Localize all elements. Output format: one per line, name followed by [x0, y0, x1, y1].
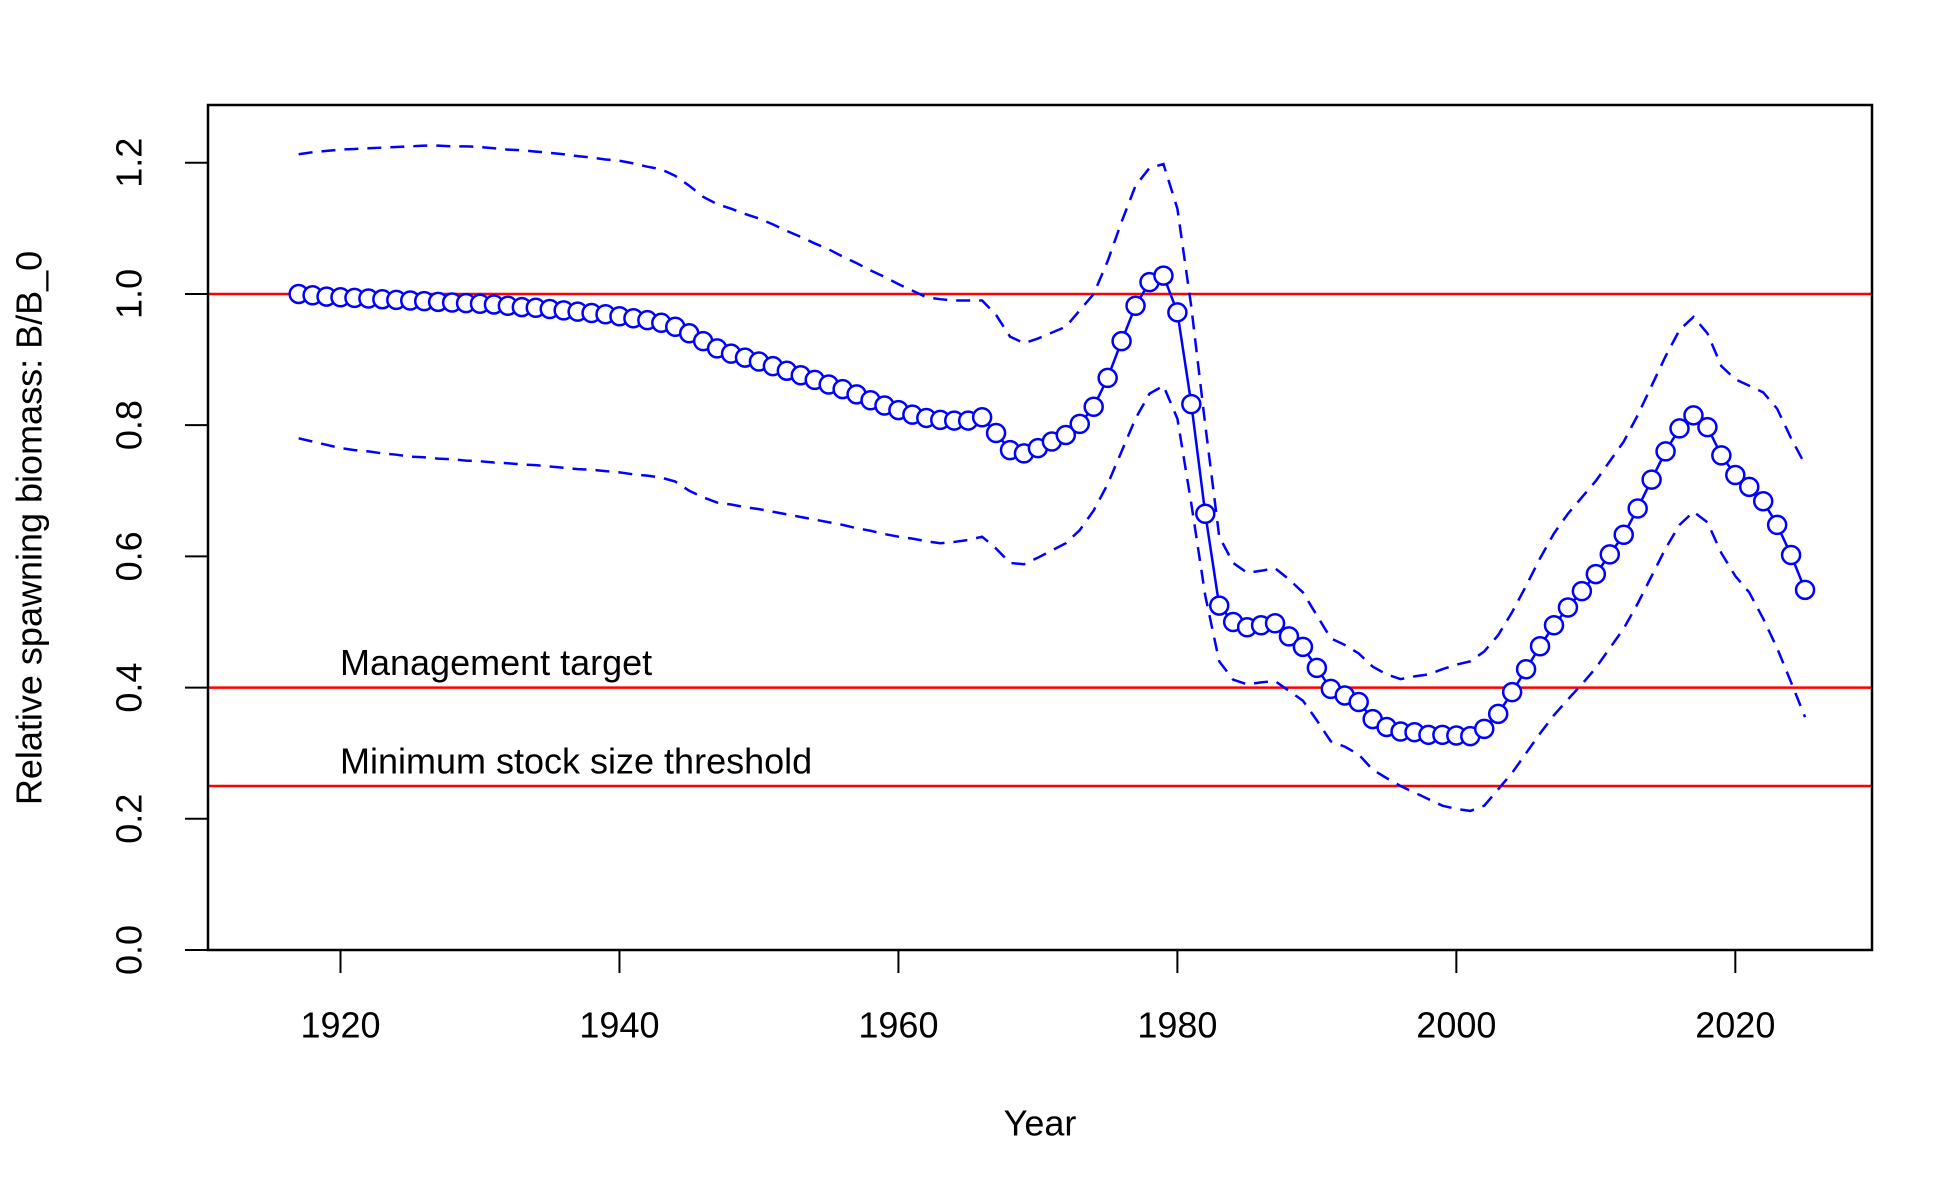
series-line: [298, 144, 1807, 681]
point: [1585, 563, 1607, 585]
point: [985, 422, 1007, 444]
point: [1627, 498, 1648, 519]
point: [1683, 405, 1704, 426]
x-tick-label: 2000: [1416, 1005, 1496, 1046]
point: [971, 407, 993, 428]
point: [1195, 503, 1216, 524]
point: [1348, 691, 1369, 713]
y-tick-label: 0.8: [109, 400, 150, 450]
x-tick-label: 1960: [858, 1005, 938, 1046]
point: [1167, 302, 1188, 323]
point: [1181, 393, 1202, 415]
point: [1725, 464, 1746, 486]
point: [1529, 635, 1551, 657]
point: [1264, 613, 1286, 634]
point: [1473, 718, 1495, 740]
point: [1613, 524, 1634, 545]
x-tick-label: 1980: [1137, 1005, 1217, 1046]
point: [1097, 367, 1118, 389]
point: [1655, 441, 1676, 462]
point: [1055, 424, 1077, 446]
y-tick-label: 0.6: [109, 531, 150, 581]
point: [1153, 265, 1174, 286]
point: [1557, 597, 1579, 618]
point: [1487, 703, 1509, 725]
point: [1125, 295, 1146, 317]
series-line: [298, 384, 1807, 813]
point: [1543, 615, 1565, 636]
y-tick-label: 0.0: [109, 925, 150, 975]
point: [1515, 658, 1537, 680]
reference-label: Minimum stock size threshold: [340, 741, 812, 782]
y-tick-label: 1.2: [109, 138, 150, 188]
y-tick-label: 0.2: [109, 794, 150, 844]
point: [1766, 514, 1788, 536]
x-axis-title: Year: [1004, 1103, 1077, 1144]
reference-label: Management target: [340, 642, 652, 683]
point: [1501, 681, 1523, 703]
point: [1069, 413, 1091, 435]
point: [1739, 476, 1760, 498]
point: [1083, 396, 1104, 418]
point: [1111, 330, 1132, 352]
point: [1697, 416, 1718, 438]
plot-frame: [206, 103, 1874, 952]
point: [1278, 626, 1300, 647]
point: [1752, 491, 1774, 512]
y-axis-title: Relative spawning biomass: B/B_0: [9, 251, 50, 805]
point: [1599, 544, 1621, 565]
x-tick-label: 2020: [1695, 1005, 1775, 1046]
y-tick-label: 0.4: [109, 663, 150, 713]
x-tick-label: 1940: [579, 1005, 659, 1046]
point: [1711, 445, 1732, 466]
point: [1306, 657, 1328, 679]
point: [1794, 579, 1816, 601]
point: [1571, 580, 1593, 602]
point: [1669, 418, 1690, 439]
y-tick-label: 1.0: [109, 269, 150, 319]
point: [1780, 544, 1802, 566]
point: [1208, 595, 1230, 616]
point: [1641, 469, 1662, 490]
x-tick-label: 1920: [300, 1005, 380, 1046]
point: [1292, 636, 1314, 658]
